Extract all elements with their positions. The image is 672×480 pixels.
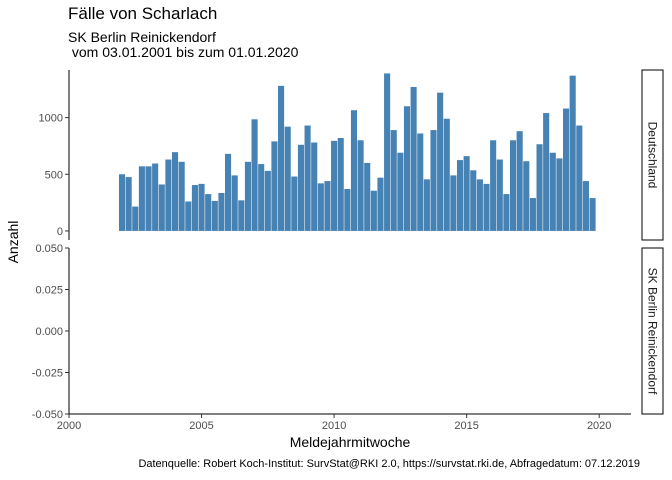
bar-2014-value-1220 (437, 92, 444, 231)
bar-2007.5-value-530 (264, 170, 271, 231)
bar-2012.25-value-890 (390, 130, 397, 231)
y-tick-label-0.025: 0.025 (35, 285, 63, 297)
bar-2003.75-value-630 (165, 159, 172, 231)
bar-2005.5-value-265 (211, 200, 218, 231)
bar-2012.75-value-1100 (403, 106, 411, 231)
bar-2013-value-1270 (410, 87, 417, 231)
facet-strip-2 (641, 247, 664, 415)
bar-2010.75-value-1065 (350, 110, 358, 231)
bar-2016-value-800 (490, 140, 497, 231)
y-tick-label--0.025: -0.025 (32, 368, 63, 380)
bar-2007.75-value-790 (271, 141, 278, 231)
bar-2014.75-value-625 (456, 160, 464, 231)
bar-2008-value-1280 (278, 85, 285, 231)
bar-2014.25-value-990 (443, 118, 450, 231)
bar-2016.75-value-800 (509, 140, 517, 231)
bar-2015.5-value-455 (476, 179, 483, 231)
bar-2010.5-value-370 (344, 189, 351, 231)
bar-2006.75-value-610 (244, 161, 251, 231)
bar-2003.5-value-410 (158, 184, 165, 231)
bar-2019.25-value-930 (576, 125, 583, 231)
bar-2009.5-value-420 (317, 183, 324, 231)
y-tick-label-1000: 1000 (39, 113, 63, 125)
x-tick-label-2005: 2005 (189, 420, 213, 432)
bar-2008.75-value-760 (297, 144, 305, 231)
bar-2002.75-value-570 (138, 166, 145, 231)
bar-2002.5-value-215 (132, 206, 139, 231)
bar-2005.75-value-335 (218, 192, 225, 231)
bar-2006.25-value-490 (231, 175, 238, 231)
bar-2015-value-660 (463, 156, 470, 231)
y-tick-label-0: 0 (57, 226, 63, 238)
chart-title: Fälle von Scharlach (68, 4, 218, 23)
bar-2019-value-1370 (569, 75, 576, 231)
chart-subtitle: SK Berlin Reinickendorf vom 03.01.2001 b… (68, 30, 298, 60)
bar-2004.75-value-405 (191, 185, 198, 231)
bar-2009.25-value-780 (311, 142, 318, 231)
bar-2004.5-value-260 (185, 201, 192, 231)
y-axis-title: Anzahl (5, 221, 21, 264)
bar-2008.25-value-920 (284, 126, 291, 231)
bar-2015.75-value-415 (483, 183, 490, 231)
bar-2004-value-695 (171, 152, 179, 231)
bar-2018.5-value-640 (556, 158, 563, 231)
subtitle-line-region: SK Berlin Reinickendorf (68, 29, 216, 45)
x-axis-title: Meldejahrmitwoche (290, 434, 411, 450)
bar-2017.25-value-615 (523, 161, 530, 231)
bar-2009.75-value-440 (324, 181, 331, 231)
bar-2019.75-value-290 (589, 198, 596, 231)
bar-2012.5-value-690 (397, 152, 404, 231)
chart-caption: Datenquelle: Robert Koch-Institut: SurvS… (138, 458, 640, 470)
bar-2013.25-value-860 (417, 133, 424, 231)
bar-2019.5-value-440 (582, 181, 589, 231)
bar-2018.25-value-690 (549, 152, 556, 231)
bar-2011-value-800 (357, 140, 364, 231)
bar-2012-value-1390 (384, 73, 391, 231)
bar-2006.5-value-270 (238, 200, 245, 231)
bar-2007-value-985 (251, 119, 258, 231)
bar-2004.25-value-610 (178, 161, 185, 231)
bar-2005.25-value-325 (205, 194, 212, 231)
bar-2006-value-680 (225, 153, 232, 231)
x-tick-label-2010: 2010 (322, 420, 346, 432)
bar-2010.25-value-820 (337, 138, 344, 231)
bar-2007.25-value-590 (258, 164, 265, 231)
bar-2003-value-570 (145, 166, 152, 231)
bar-2010-value-795 (331, 140, 338, 231)
y-tick-label-500: 500 (45, 169, 63, 181)
facet-strip-label-2: SK Berlin Reinickendorf (646, 268, 660, 395)
bar-2011.5-value-355 (370, 190, 377, 231)
y-tick-label-0.000: 0.000 (35, 326, 63, 338)
bar-2017-value-880 (516, 131, 523, 231)
bar-2011.25-value-600 (364, 162, 371, 231)
bar-2017.75-value-765 (536, 144, 543, 231)
x-tick-label-2000: 2000 (57, 420, 81, 432)
bar-2009-value-930 (304, 125, 311, 231)
bar-2003.25-value-595 (152, 163, 159, 231)
bar-2016.5-value-325 (503, 194, 510, 231)
bar-2013.75-value-890 (430, 130, 437, 231)
bar-2008.5-value-480 (291, 176, 298, 231)
y-tick-label-0.050: 0.050 (35, 243, 63, 255)
bar-2014.5-value-490 (450, 175, 457, 231)
bar-2017.5-value-290 (529, 198, 536, 231)
bar-2015.25-value-535 (470, 170, 477, 231)
bar-2018.75-value-1080 (563, 108, 570, 231)
y-tick-label--0.050: -0.050 (32, 409, 63, 421)
facet-strip-label-1: Deutschland (646, 122, 660, 189)
x-tick-label-2015: 2015 (454, 420, 478, 432)
facet-strip-1 (641, 69, 664, 241)
bar-2013.5-value-455 (423, 179, 430, 231)
subtitle-line-period: vom 03.01.2001 bis zum 01.01.2020 (68, 44, 299, 60)
x-tick-label-2020: 2020 (587, 420, 611, 432)
bar-2016.25-value-630 (496, 159, 503, 231)
bar-2002-value-500 (118, 174, 126, 231)
bar-2018-value-1040 (543, 113, 550, 231)
bar-2005-value-415 (198, 183, 205, 231)
bar-2011.75-value-470 (377, 177, 384, 231)
bar-2002.25-value-475 (125, 177, 132, 231)
